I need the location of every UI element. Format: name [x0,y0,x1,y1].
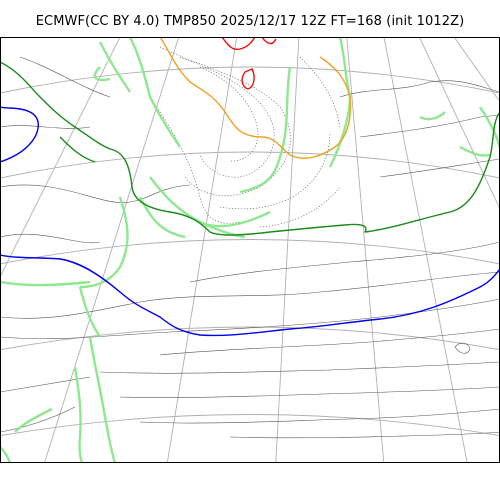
map-title: ECMWF(CC BY 4.0) TMP850 2025/12/17 12Z F… [35,14,465,29]
thin-contours [0,56,500,439]
orange-isotherm [159,37,352,159]
latitude-lines [0,66,500,437]
blue-isotherm-nw [0,106,39,163]
precipitation-bands [0,37,500,463]
weather-map [0,37,500,463]
longitude-lines [0,37,500,463]
green-isotherm-2 [59,136,96,163]
blue-isotherm [0,254,500,337]
dotted-contours [149,46,341,228]
red-isotherm-loop [241,68,255,90]
red-isotherm-edge [261,37,277,45]
red-isotherm [221,37,256,51]
map-frame [0,37,500,463]
green-isotherm [0,61,500,236]
